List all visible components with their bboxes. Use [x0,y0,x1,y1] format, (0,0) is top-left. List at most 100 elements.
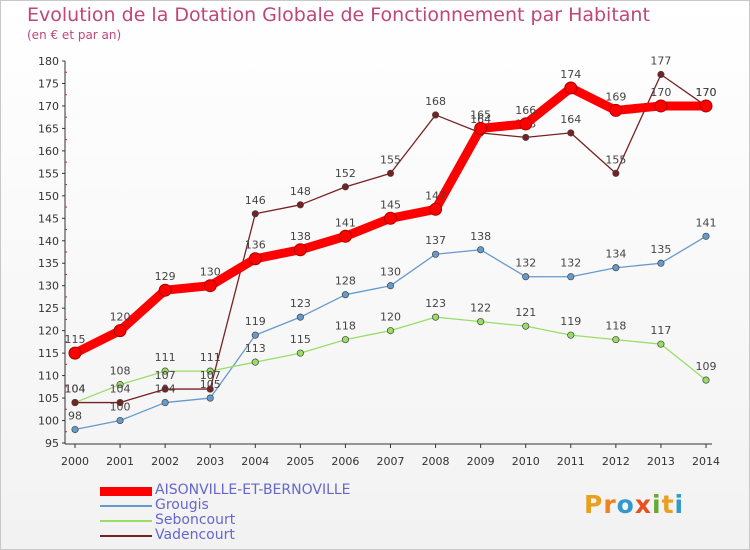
data-point [474,121,488,135]
data-label: 141 [335,216,356,229]
data-point [654,99,668,113]
data-point [429,202,443,216]
y-tick-label: 135 [38,257,59,270]
data-point [564,81,578,95]
data-point [522,322,530,330]
data-label: 136 [245,239,266,252]
data-label: 104 [65,383,86,396]
series-grougis: 98 100 104 105 119 123 128 130 137 138 132 132 134 13… [68,216,717,434]
data-label: 117 [650,324,671,337]
data-label: 104 [110,383,131,396]
x-tick-label: 2012 [602,455,630,468]
data-label: 135 [650,243,671,256]
y-tick-label: 165 [38,122,59,135]
y-tick-label: 145 [38,212,59,225]
data-point [522,273,530,281]
data-point [477,318,485,326]
data-label: 174 [560,68,581,81]
data-label: 108 [110,365,131,378]
data-label: 111 [200,351,221,364]
x-tick-label: 2011 [557,455,585,468]
data-point [113,324,127,338]
data-label: 132 [515,257,536,270]
data-point [567,273,575,281]
logo-letter: i [652,490,662,519]
data-label: 138 [290,230,311,243]
data-point [161,385,169,393]
data-label: 146 [245,194,266,207]
x-tick-label: 2001 [106,455,134,468]
data-point [519,117,533,131]
chart-subtitle: (en € et par an) [27,28,122,42]
data-label: 100 [110,401,131,414]
y-tick-label: 95 [45,437,59,450]
data-label: 137 [425,234,446,247]
logo-letter: P [584,490,604,519]
logo-letter: o [616,490,635,519]
y-tick-label: 175 [38,77,59,90]
y-tick-label: 110 [38,370,59,383]
data-point [206,367,214,375]
x-tick-label: 2008 [422,455,450,468]
data-point [251,331,259,339]
data-label: 130 [200,266,221,279]
data-point [657,70,665,79]
legend-swatch [100,505,152,507]
data-point [567,331,575,339]
data-point [116,416,124,425]
data-point [612,169,620,177]
x-tick-label: 2007 [377,455,405,468]
data-label: 120 [110,311,131,324]
y-tick-label: 180 [38,55,59,68]
y-tick-label: 115 [38,347,59,360]
data-label: 111 [155,351,176,364]
legend-label: AISONVILLE-ET-BERNOVILLE [155,482,351,498]
data-label: 107 [200,369,221,382]
data-point [477,246,485,254]
data-label: 123 [425,297,446,310]
x-tick-label: 2013 [647,455,675,468]
logo-letter: t [661,490,675,519]
x-tick-label: 2003 [196,455,224,468]
data-point [71,425,79,434]
data-label: 104 [65,383,86,396]
data-label: 121 [515,306,536,319]
legend-label: Vadencourt [155,527,235,543]
data-point [341,336,349,344]
data-label: 134 [605,248,626,261]
data-point [251,358,259,366]
data-label: 113 [245,342,266,355]
data-label: 155 [605,153,626,166]
x-tick-label: 2002 [151,455,179,468]
data-point [522,133,530,141]
data-label: 177 [650,54,671,67]
y-tick-label: 105 [38,392,59,405]
y-tick-label: 125 [38,302,59,315]
x-tick-label: 2004 [241,455,269,468]
legend-swatch [100,535,152,537]
logo-letter: r [603,490,617,519]
data-point [432,250,440,258]
data-label: 130 [380,266,401,279]
data-point [432,111,440,119]
data-label: 120 [380,311,401,324]
data-point [161,399,169,407]
data-label: 122 [470,302,491,315]
data-point [158,283,172,297]
data-label: 105 [200,378,221,391]
data-point [116,381,124,389]
legend-swatch [100,520,152,522]
chart-series: 98 100 104 105 119 123 128 130 137 138 132 132 134 13… [65,54,717,434]
y-tick-label: 120 [38,325,59,338]
data-point [432,313,440,321]
data-label: 155 [380,153,401,166]
data-label: 170 [696,86,717,99]
data-point [68,346,82,360]
x-tick-label: 2006 [331,455,359,468]
data-point [386,327,395,335]
chart-axes: 95 100 105 110 115 120 125 130 135 140 145 150 155 16… [38,55,720,468]
data-point [699,99,713,113]
data-point [206,394,214,402]
data-label: 129 [155,270,176,283]
chart-title: Evolution de la Dotation Globale de Fonc… [27,4,650,26]
